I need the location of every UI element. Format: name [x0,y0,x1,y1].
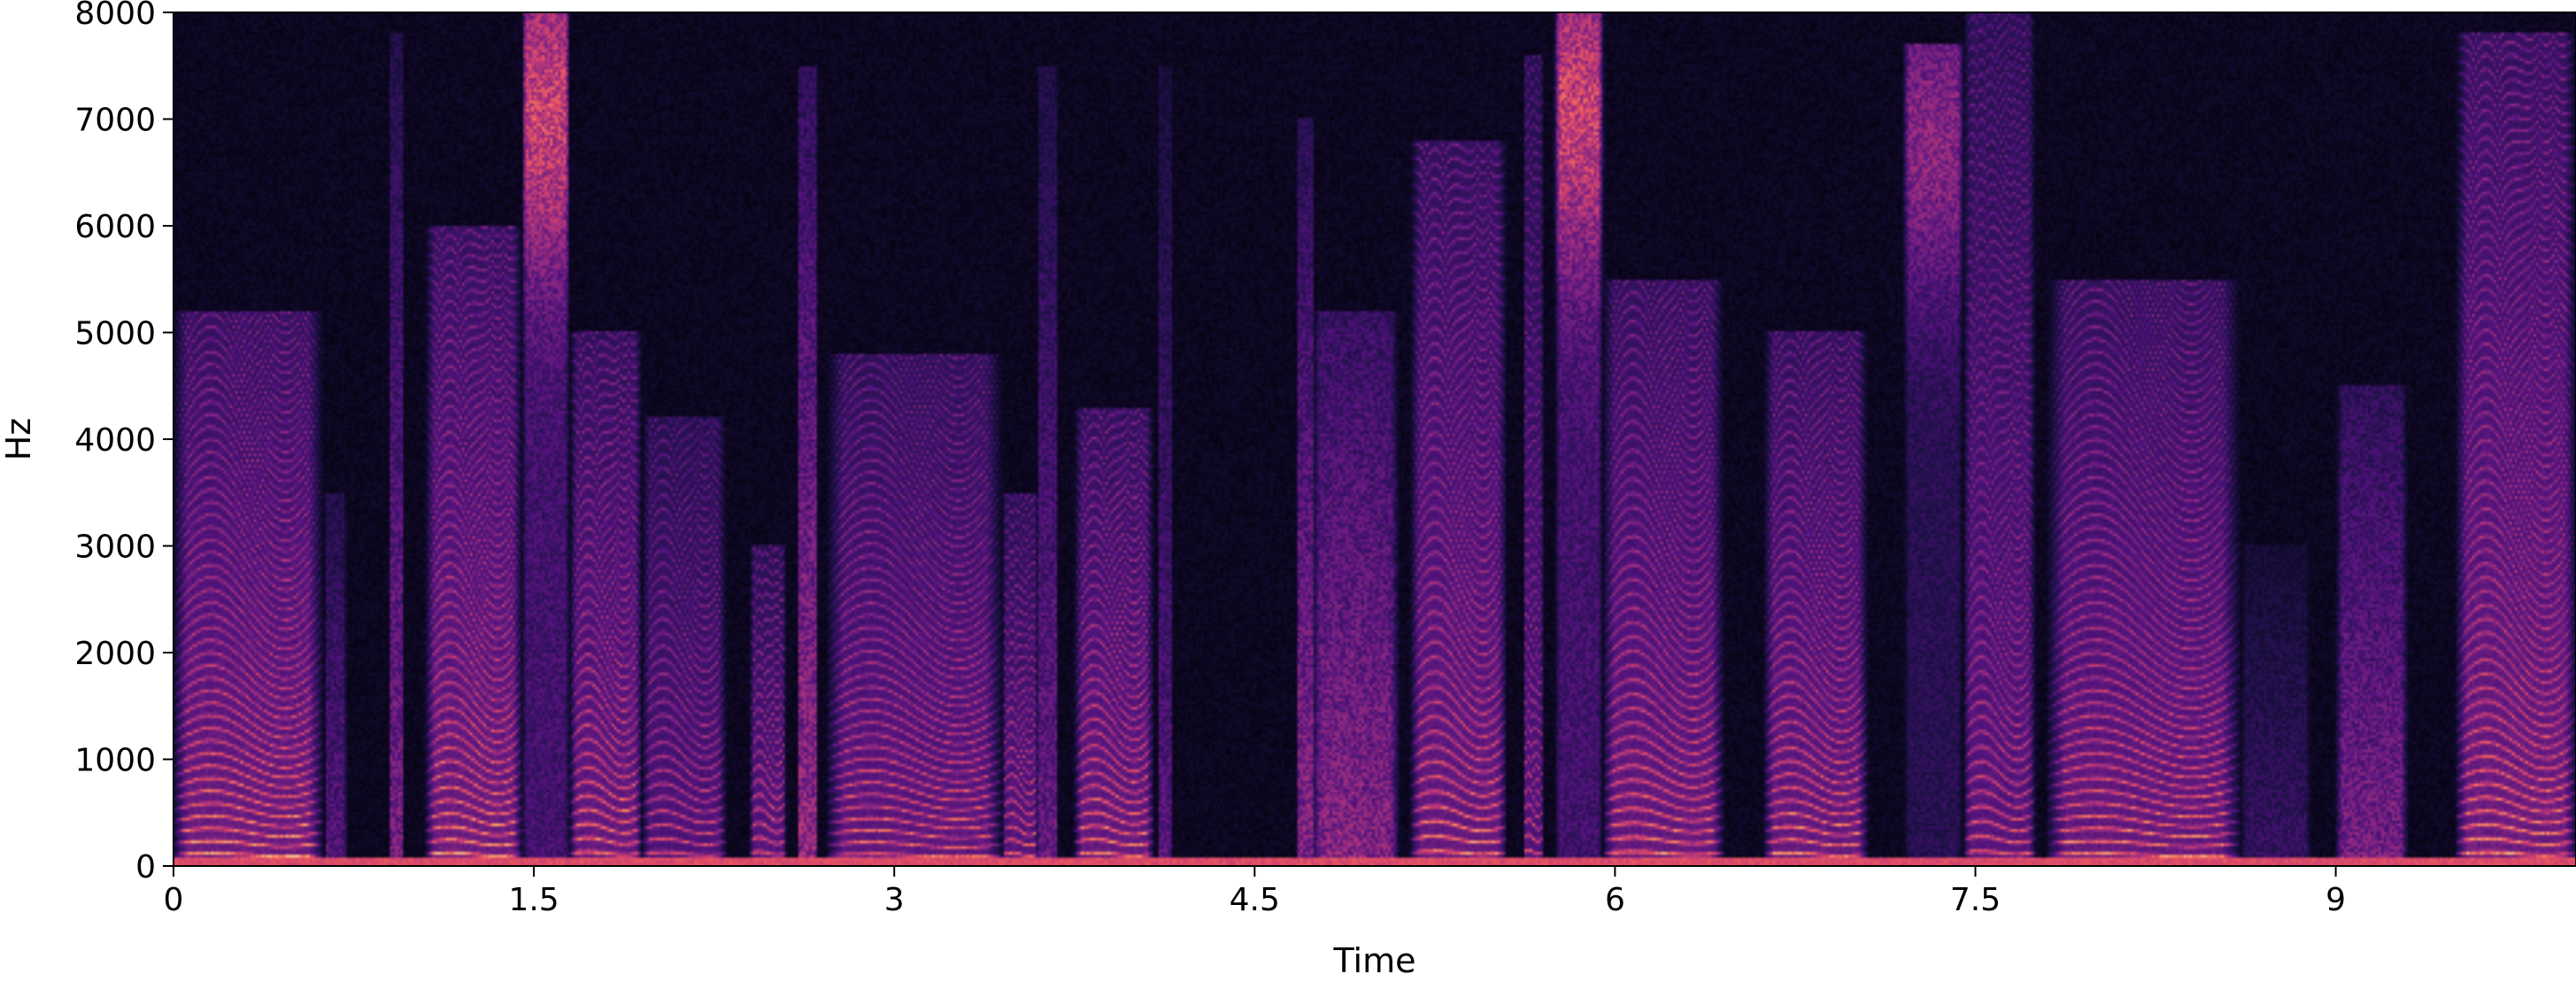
spectrogram-image [174,12,2576,866]
y-axis-ticks: 0 1000 2000 3000 4000 5000 6000 7000 8000 [74,0,174,885]
y-tick-label: 3000 [74,530,156,566]
y-axis-label: Hz [0,418,38,461]
y-tick-label: 1000 [74,743,156,779]
x-tick-label: 3 [884,882,905,918]
x-tick-label: 9 [2325,882,2346,918]
y-tick-label: 0 [135,849,156,885]
y-tick-label: 8000 [74,0,156,32]
x-tick-label: 6 [1605,882,1625,918]
x-tick-label: 1.5 [508,882,559,918]
y-tick-label: 7000 [74,103,156,139]
y-tick-label: 4000 [74,422,156,459]
x-axis-label: Time [1333,941,1416,980]
x-tick-label: 7.5 [1950,882,2001,918]
x-tick-label: 4.5 [1230,882,1280,918]
spectrogram-heatmap [174,12,2576,866]
y-tick-label: 2000 [74,636,156,672]
x-tick-label: 0 [164,882,184,918]
y-tick-label: 6000 [74,209,156,245]
y-tick-label: 5000 [74,316,156,352]
x-axis-ticks: 0 1.5 3 4.5 6 7.5 9 [164,866,2346,918]
